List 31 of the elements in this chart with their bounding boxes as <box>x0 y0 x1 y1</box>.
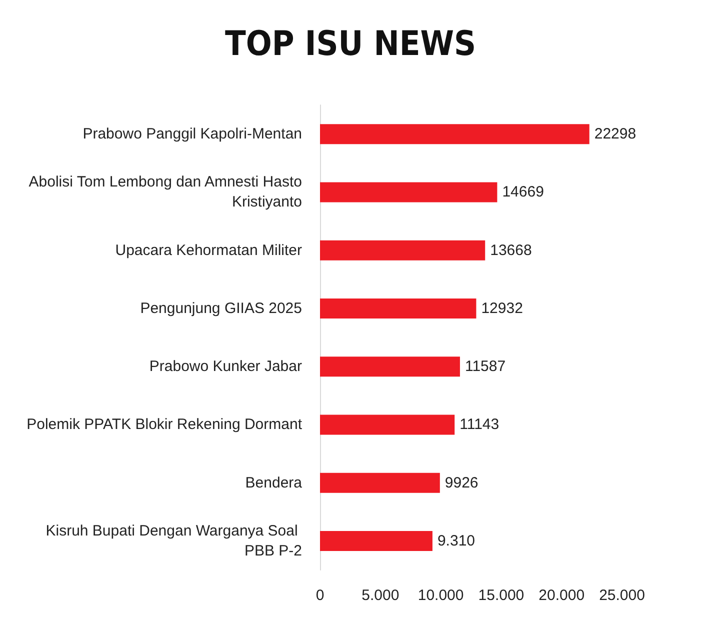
bar <box>320 472 440 493</box>
bar <box>320 356 460 377</box>
x-tick-label: 25.000 <box>599 587 645 604</box>
y-tick-label: Kisruh Bupati Dengan Warganya Soal PBB P-2 <box>46 522 302 560</box>
data-label: 12932 <box>481 300 523 317</box>
chart-title: TOP ISU NEWS <box>224 24 476 64</box>
bar <box>320 182 498 202</box>
data-label: 13668 <box>490 242 532 259</box>
bar <box>320 530 432 551</box>
y-tick-label: Polemik PPATK Blokir Rekening Dormant <box>26 416 303 434</box>
x-tick-label: 0 <box>316 587 324 604</box>
x-tick-label: 10.000 <box>418 587 464 604</box>
data-label: 22298 <box>594 126 636 143</box>
x-tick-label: 15.000 <box>478 587 524 604</box>
bar <box>320 414 455 435</box>
y-tick-label: Bendera <box>245 474 303 492</box>
y-tick-label: Pengunjung GIIAS 2025 <box>140 300 302 317</box>
bar <box>320 124 590 144</box>
data-label: 11587 <box>464 358 506 376</box>
x-tick-label: 20.000 <box>538 587 585 604</box>
data-label: 14669 <box>502 184 544 201</box>
y-tick-label: Upacara Kehormatan Militer <box>115 242 302 259</box>
data-label: 9926 <box>444 474 478 492</box>
data-label: 11143 <box>460 416 500 434</box>
data-label: 9.310 <box>437 532 476 550</box>
x-tick-label: 5.000 <box>362 587 400 604</box>
bar <box>320 298 476 318</box>
y-tick-label: Prabowo Kunker Jabar <box>149 358 302 376</box>
y-tick-label: Abolisi Tom Lembong dan Amnesti Hasto Kristiyanto <box>28 174 302 211</box>
y-tick-label: Prabowo Panggil Kapolri-Mentan <box>82 126 302 143</box>
bar <box>320 240 486 260</box>
